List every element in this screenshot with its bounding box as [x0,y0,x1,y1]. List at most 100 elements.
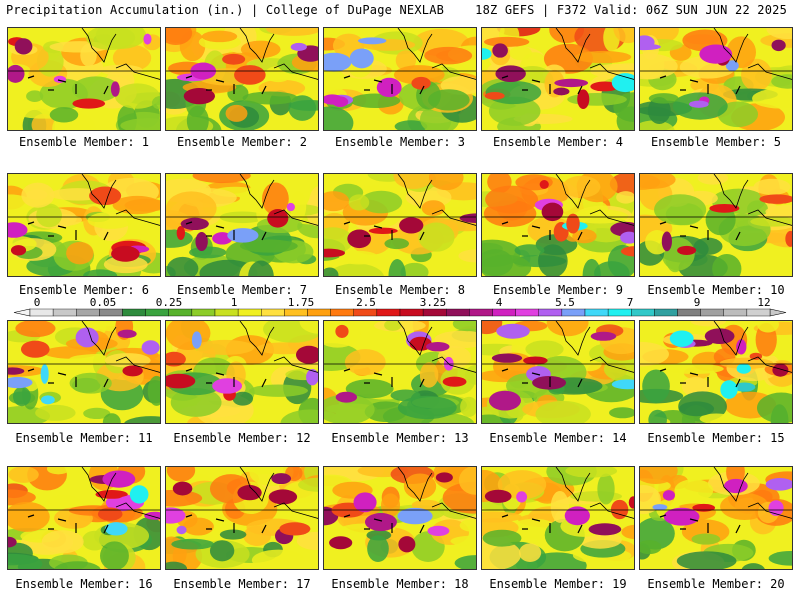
land-outline [659,221,741,241]
ensemble-member-label: Ensemble Member: 12 [173,431,311,445]
colorbar-swatch [469,308,493,317]
precipitation-field [8,467,160,569]
land-outline [27,221,109,241]
colorbar-swatch [446,308,470,317]
ensemble-member-map [165,320,319,424]
colorbar-swatch [677,308,701,317]
colorbar-swatch [76,308,100,317]
ensemble-member-map [481,466,635,570]
ensemble-member-label: Ensemble Member: 19 [489,577,627,591]
land-outline [501,514,583,534]
colorbar-max-arrow [769,308,787,317]
ensemble-member-map [639,173,793,277]
colorbar-swatch [261,308,285,317]
land-outline [185,368,267,388]
precipitation-field [166,467,318,569]
colorbar-tick-label: 0.25 [156,296,183,309]
precipitation-field [482,467,634,569]
precipitation-field [640,467,792,569]
colorbar-swatch [237,308,262,317]
coastline [713,28,792,80]
land-outline [185,75,267,95]
precipitation-field [166,174,318,276]
precipitation-field [482,321,634,423]
ensemble-member-map [639,466,793,570]
colorbar-tick-label: 1 [231,296,238,309]
colorbar-swatch [52,308,77,317]
land-outline [659,368,741,388]
ensemble-member-label: Ensemble Member: 17 [173,577,311,591]
ensemble-member-map [7,466,161,570]
colorbar-tick-label: 1.75 [288,296,315,309]
coastline [555,467,634,519]
coastline [81,321,160,373]
colorbar-swatch [168,308,193,317]
ensemble-member-map [481,27,635,131]
colorbar-swatch [492,308,516,317]
ensemble-member-label: Ensemble Member: 3 [334,135,466,149]
ensemble-member-label: Ensemble Member: 11 [15,431,153,445]
colorbar-tick-label: 9 [694,296,701,309]
ensemble-member-label: Ensemble Member: 1 [18,135,150,149]
colorbar-swatch [191,308,216,317]
coastline [713,174,792,226]
land-outline [185,221,267,241]
ensemble-member-label: Ensemble Member: 16 [15,577,153,591]
ensemble-member-map [323,320,477,424]
coastline [397,467,476,519]
coastline [555,28,634,80]
coastline [81,467,160,519]
ensemble-member-label: Ensemble Member: 15 [647,431,785,445]
ensemble-member-label: Ensemble Member: 6 [18,283,150,297]
coastline [555,321,634,373]
colorbar-swatch [214,308,239,317]
run-info: 18Z GEFS | F372 Valid: 06Z SUN JUN 22 20… [475,3,787,17]
coastline [713,467,792,519]
coastline [239,174,318,226]
colorbar-swatch [284,308,308,317]
colorbar-tick-label: 4 [496,296,503,309]
colorbar-swatch [399,308,424,317]
colorbar-swatch [145,308,169,317]
land-outline [27,75,109,95]
colorbar-swatch [561,308,586,317]
colorbar-swatch [99,308,123,317]
colorbar-tick-label: 2.5 [356,296,376,309]
ensemble-member-map [639,27,793,131]
colorbar-tick-label: 0 [34,296,41,309]
coastline [397,28,476,80]
colorbar-min-arrow [13,308,31,317]
land-outline [343,368,425,388]
colorbar-swatch [654,308,678,317]
land-outline [27,368,109,388]
ensemble-member-map [323,173,477,277]
coastline [555,174,634,226]
colorbar-swatch [538,308,563,317]
ensemble-member-label: Ensemble Member: 14 [489,431,627,445]
precipitation-field [166,28,318,130]
ensemble-member-map [165,173,319,277]
colorbar-swatch [746,308,771,317]
coastline [397,174,476,226]
ensemble-member-map [639,320,793,424]
colorbar-swatch [515,308,539,317]
precipitation-field [640,321,792,423]
colorbar-swatch [723,308,748,317]
colorbar-swatch [122,308,146,317]
land-outline [343,221,425,241]
precipitation-field [482,28,634,130]
ensemble-member-label: Ensemble Member: 9 [492,283,624,297]
ensemble-member-label: Ensemble Member: 18 [331,577,469,591]
ensemble-member-map [481,173,635,277]
land-outline [501,221,583,241]
colorbar-swatch [376,308,401,317]
coastline [239,321,318,373]
ensemble-member-label: Ensemble Member: 2 [176,135,308,149]
ensemble-member-label: Ensemble Member: 10 [647,283,785,297]
precipitation-field [324,467,476,569]
ensemble-member-map [7,320,161,424]
ensemble-member-map [7,27,161,131]
colorbar-swatch [584,308,609,317]
precipitation-field [324,28,476,130]
land-outline [185,514,267,534]
